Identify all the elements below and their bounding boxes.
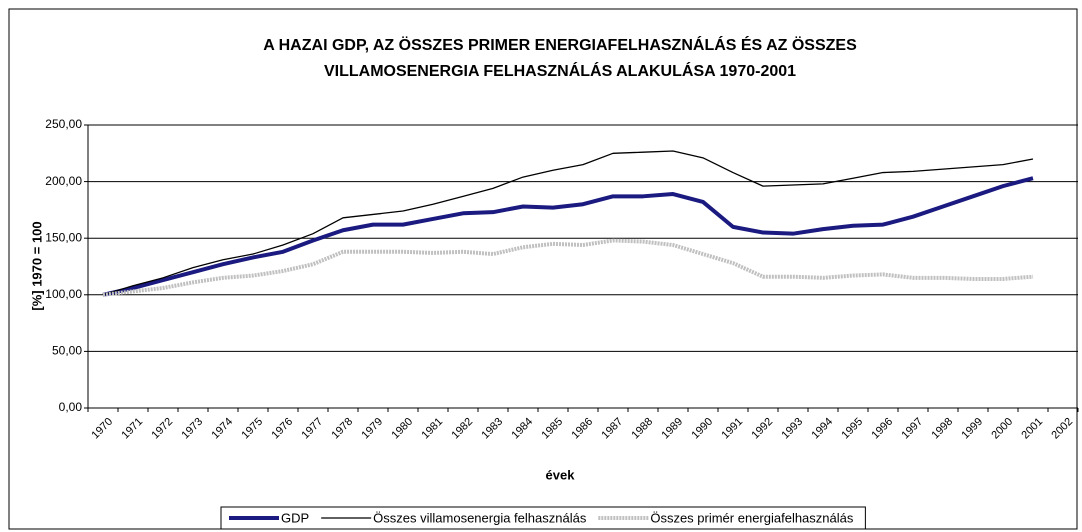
x-tick-label: 1988 [629,416,655,442]
x-tick-label: 1982 [449,416,475,442]
series-line [102,150,1034,296]
x-tick-label: 1972 [149,416,175,442]
x-tick-label: 1990 [689,416,715,442]
x-tick-label: 1997 [899,416,925,442]
legend-label: Összes villamosenergia felhasználás [373,510,587,525]
x-tick-label: 2000 [989,416,1015,442]
series-line [102,238,1034,297]
x-tick-label: 1999 [959,416,985,442]
x-tick-label: 1993 [779,416,805,442]
x-tick-label: 1983 [479,416,505,442]
x-tick-label: 1980 [389,416,415,442]
chart-title: VILLAMOSENERGIA FELHASZNÁLÁS ALAKULÁSA 1… [324,61,796,80]
chart-title: A HAZAI GDP, AZ ÖSSZES PRIMER ENERGIAFEL… [263,35,857,54]
legend-label: Összes primér energiafelhasználás [650,510,854,525]
x-tick-label: 1986 [569,416,595,442]
x-tick-label: 1973 [179,416,205,442]
x-tick-label: 1989 [659,416,685,442]
x-tick-label: 1981 [419,416,445,442]
x-tick-label: 1975 [239,416,265,442]
x-tick-label: 1977 [299,416,325,442]
y-tick-label: 50,00 [52,344,82,358]
legend-box [220,506,866,530]
x-tick-label: 1979 [359,416,385,442]
x-tick-label: 1971 [119,416,145,442]
y-tick-label: 150,00 [45,230,82,244]
x-tick-label: 2001 [1019,416,1045,442]
y-tick-label: 100,00 [45,287,82,301]
x-tick-label: 1987 [599,416,625,442]
x-tick-label: 1974 [209,416,235,442]
x-tick-label: 1995 [839,416,865,442]
y-tick-label: 250,00 [45,117,82,131]
x-tick-label: 1994 [809,416,835,442]
x-tick-label: 1998 [929,416,955,442]
x-axis-title: évek [546,467,576,482]
x-tick-label: 1978 [329,416,355,442]
x-tick-label: 2002 [1049,416,1075,442]
y-tick-label: 200,00 [45,174,82,188]
chart-border [8,8,1078,530]
x-tick-label: 1992 [749,416,775,442]
x-tick-label: 1976 [269,416,295,442]
x-tick-label: 1996 [869,416,895,442]
legend: GDP Összes villamosenergia felhasználás Ös… [220,506,866,530]
x-tick-label: 1985 [539,416,565,442]
y-axis-title: [%] 1970 = 100 [29,221,44,310]
x-tick-label: 1991 [719,416,745,442]
legend-label: GDP [281,510,309,525]
x-tick-label: 1970 [89,416,115,442]
y-tick-label: 0,00 [59,400,83,414]
x-tick-label: 1984 [509,416,535,442]
series-line [102,176,1034,297]
